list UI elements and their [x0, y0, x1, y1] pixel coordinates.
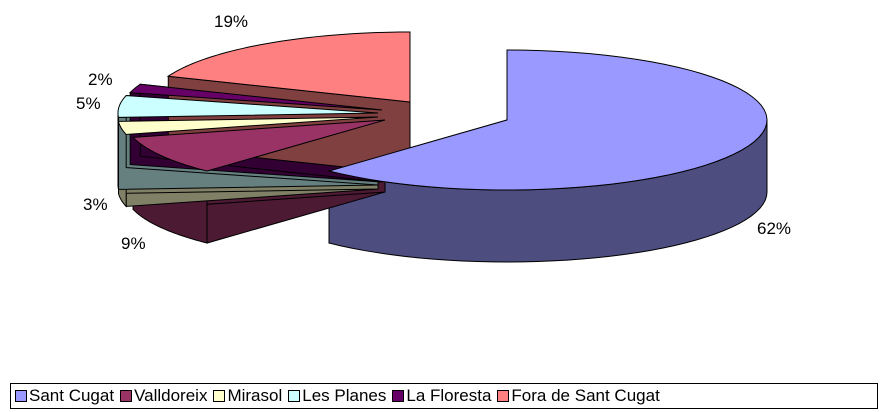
legend-swatch: [120, 390, 133, 402]
pie-value-labels: 62% 9% 3% 5% 2% 19%: [76, 12, 791, 253]
legend-label: Valldoreix: [134, 386, 208, 405]
value-label-mirasol: 3%: [83, 195, 108, 214]
pie-top-faces: [117, 31, 768, 191]
legend-label: Sant Cugat: [29, 386, 115, 405]
slice-outer-wall-les-planes: [117, 113, 120, 190]
legend-swatch: [392, 390, 405, 402]
legend-label: Les Planes: [302, 386, 387, 405]
legend-item-valldoreix: Valldoreix: [120, 386, 207, 406]
value-label-fora-de-sant-cugat: 19%: [214, 12, 248, 31]
slice-top-les-planes: [117, 95, 379, 118]
legend-item-sant-cugat: Sant Cugat: [15, 386, 114, 406]
legend-swatch: [288, 390, 301, 402]
slice-top-la-floresta: [129, 83, 383, 111]
pie-chart: 62% 9% 3% 5% 2% 19%: [76, 12, 791, 263]
legend-swatch: [213, 390, 226, 402]
legend-label: Fora de Sant Cugat: [511, 386, 660, 405]
legend-item-mirasol: Mirasol: [213, 386, 282, 406]
legend-label: Mirasol: [227, 386, 283, 405]
legend-label: La Floresta: [406, 386, 492, 405]
value-label-sant-cugat: 62%: [757, 219, 791, 238]
slice-top-fora-de-sant-cugat: [166, 31, 411, 103]
value-label-les-planes: 5%: [76, 94, 101, 113]
legend-swatch: [15, 390, 27, 402]
slice-top-valldoreix: [132, 119, 386, 172]
slice-top-mirasol: [117, 116, 379, 135]
legend-item-les-planes: Les Planes: [288, 386, 386, 406]
legend-swatch: [497, 390, 510, 402]
value-label-valldoreix: 9%: [121, 234, 146, 253]
slice-top-sant-cugat: [327, 49, 768, 191]
value-label-la-floresta: 2%: [88, 70, 113, 89]
chart-legend: Sant Cugat Valldoreix Mirasol Les Planes…: [10, 383, 878, 409]
legend-item-fora-de-sant-cugat: Fora de Sant Cugat: [497, 386, 660, 406]
legend-item-la-floresta: La Floresta: [392, 386, 491, 406]
